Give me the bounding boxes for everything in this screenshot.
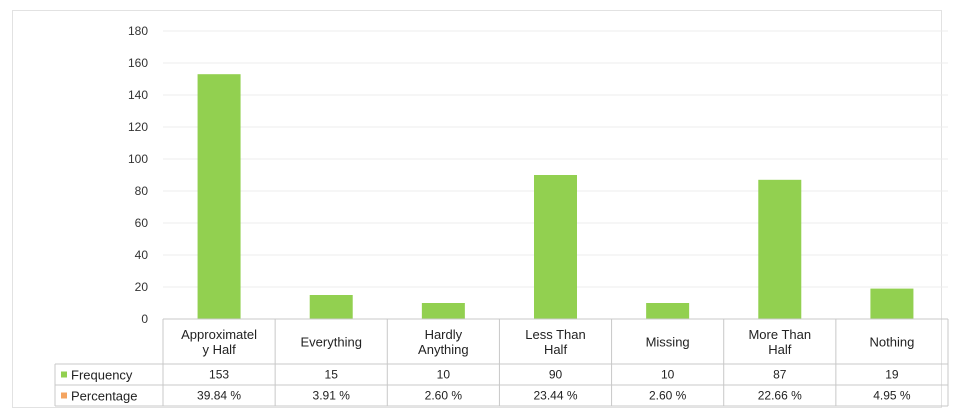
table-cell-percentage-1: 3.91 % (313, 389, 351, 403)
table-cell-frequency-4: 10 (661, 368, 675, 382)
category-label-3: Less Than Half (525, 327, 585, 357)
category-label-line: Hardly (425, 327, 463, 342)
bar-1 (309, 295, 353, 319)
table-cell-frequency-3: 90 (549, 368, 563, 382)
table-cell-frequency-6: 19 (885, 368, 899, 382)
category-label-4: Missing (646, 335, 690, 350)
bar-3 (534, 175, 577, 319)
y-tick-label-0: 0 (141, 312, 148, 326)
y-tick-label-60: 60 (135, 216, 149, 230)
category-label-line: Approximatel (181, 327, 257, 342)
legend-key-frequency (61, 371, 67, 378)
table-cell-percentage-5: 22.66 % (758, 389, 802, 403)
bar-0 (197, 74, 241, 319)
legend-key-percentage (61, 392, 67, 399)
table-cell-percentage-3: 23.44 % (533, 389, 577, 403)
y-tick-label-80: 80 (135, 184, 149, 198)
table-row-label-percentage: Percentage (71, 389, 138, 404)
category-label-line: Half (768, 342, 792, 357)
category-label-5: More Than Half (748, 327, 811, 357)
category-label-line: y Half (202, 342, 236, 357)
y-tick-label-40: 40 (135, 248, 149, 262)
bar-5 (758, 179, 802, 319)
y-tick-label-180: 180 (128, 24, 148, 38)
y-tick-label-100: 100 (128, 152, 148, 166)
category-label-line: Half (544, 342, 568, 357)
table-cell-frequency-1: 15 (325, 368, 339, 382)
table-cell-frequency-5: 87 (773, 368, 787, 382)
category-label-line: Anything (418, 342, 469, 357)
table-row-label-frequency: Frequency (71, 368, 133, 383)
category-label-line: Missing (646, 335, 690, 350)
category-label-2: Hardly Anything (418, 327, 469, 357)
category-label-line: Less Than (525, 327, 585, 342)
category-label-line: Nothing (870, 335, 915, 350)
table-cell-frequency-0: 153 (209, 368, 229, 382)
y-tick-label-140: 140 (128, 88, 148, 102)
bar-4 (646, 303, 690, 319)
y-tick-label-20: 20 (135, 280, 149, 294)
table-cell-percentage-2: 2.60 % (425, 389, 463, 403)
category-label-line: Everything (301, 335, 362, 350)
bar-2 (421, 303, 465, 319)
category-label-0: Approximatel y Half (181, 327, 257, 357)
category-label-6: Nothing (870, 335, 915, 350)
table-cell-percentage-4: 2.60 % (649, 389, 687, 403)
table-cell-percentage-0: 39.84 % (197, 389, 241, 403)
table-cell-frequency-2: 10 (437, 368, 451, 382)
category-label-1: Everything (301, 335, 362, 350)
bar-6 (870, 288, 914, 319)
y-tick-label-160: 160 (128, 56, 148, 70)
category-label-line: More Than (748, 327, 811, 342)
y-tick-label-120: 120 (128, 120, 148, 134)
table-cell-percentage-6: 4.95 % (873, 389, 911, 403)
